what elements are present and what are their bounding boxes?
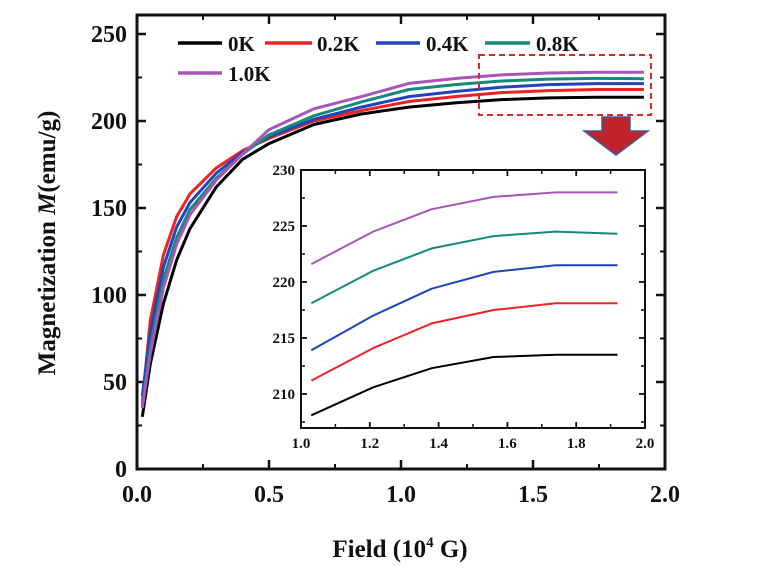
inset-x-tick-label: 1.8 xyxy=(567,436,586,452)
inset-series-line-0.8K xyxy=(310,230,618,305)
inset-series-line-1.0K xyxy=(310,191,618,265)
y-tick-label: 100 xyxy=(91,283,127,309)
legend-item-0.8K: 0.8K xyxy=(485,32,579,56)
zoom-region-box xyxy=(478,54,652,116)
main-axes: 0.0 0.5 1.0 1.5 2.0 0 50 100 150 200 250 xyxy=(91,13,680,508)
inset-series-lines xyxy=(310,191,618,417)
inset-x-tick-label: 1.0 xyxy=(292,436,311,452)
legend-label: 0.4K xyxy=(426,32,469,56)
legend-item-1.0K: 1.0K xyxy=(178,62,271,86)
legend-label: 0.8K xyxy=(536,32,579,56)
inset-y-tick-label: 215 xyxy=(273,331,296,347)
inset-x-tick-label: 1.2 xyxy=(360,436,379,452)
x-tick-label: 0.0 xyxy=(122,482,152,508)
y-tick-label: 0 xyxy=(115,457,127,483)
zoom-annotation xyxy=(478,54,652,156)
inset-y-tick-label: 230 xyxy=(273,163,296,179)
y-tick-label: 150 xyxy=(91,196,127,222)
main-series-line-1.0K xyxy=(140,70,644,409)
y-tick-label: 200 xyxy=(91,109,127,135)
legend-label: 0K xyxy=(228,32,256,56)
x-tick-label: 2.0 xyxy=(650,482,680,508)
x-axis-title: Field (104 G) xyxy=(332,535,467,563)
y-tick-label: 50 xyxy=(103,370,127,396)
legend-item-0K: 0K xyxy=(178,32,256,56)
main-series-lines xyxy=(140,70,644,418)
inset-series-line-0.2K xyxy=(310,302,618,382)
inset-x-tick-label: 1.6 xyxy=(498,436,517,452)
inset-y-tick-label: 220 xyxy=(273,275,296,291)
main-series-line-0.8K xyxy=(140,76,644,407)
inset-series-line-0K xyxy=(310,353,618,417)
inset-axes: 1.0 1.2 1.4 1.6 1.8 2.0 210 215 220 225 230 xyxy=(273,163,655,452)
inset-plot-frame xyxy=(300,169,646,429)
legend-label: 0.2K xyxy=(317,32,360,56)
legend-item-0.4K: 0.4K xyxy=(376,32,469,56)
inset-series-line-0.4K xyxy=(310,264,618,352)
inset-y-tick-label: 225 xyxy=(273,219,296,235)
main-series-line-0.2K xyxy=(140,88,644,404)
legend: 0K 0.2K 0.4K 0.8K 1.0K xyxy=(178,32,579,86)
x-tick-label: 0.5 xyxy=(254,482,284,508)
legend-label: 1.0K xyxy=(228,62,271,86)
x-tick-label: 1.5 xyxy=(518,482,548,508)
legend-item-0.2K: 0.2K xyxy=(265,32,360,56)
y-axis-title: Magnetization M(emu/g) xyxy=(34,111,61,376)
inset-x-tick-label: 1.4 xyxy=(429,436,448,452)
down-arrow-icon xyxy=(581,116,651,156)
x-tick-label: 1.0 xyxy=(386,482,416,508)
inset-y-tick-label: 210 xyxy=(273,387,296,403)
main-series-line-0K xyxy=(140,95,644,418)
main-series-line-0.4K xyxy=(140,82,644,397)
inset-x-tick-label: 2.0 xyxy=(636,436,655,452)
y-tick-label: 250 xyxy=(91,22,127,48)
